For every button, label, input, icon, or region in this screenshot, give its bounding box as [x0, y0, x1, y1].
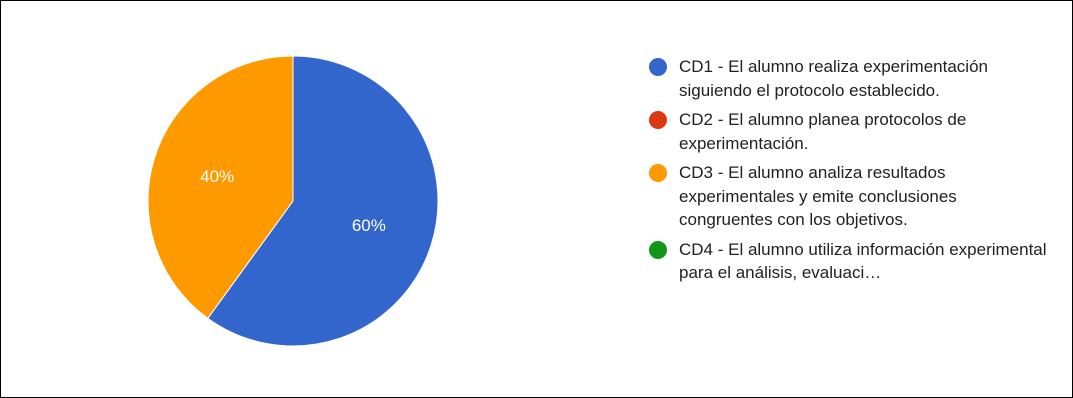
pie-slice-label-1: 60%: [352, 216, 386, 235]
legend-label: CD1 - El alumno realiza experimentación …: [679, 57, 988, 100]
legend-label: CD4 - El alumno utiliza información expe…: [679, 239, 1047, 283]
legend-color-dot: [649, 111, 667, 129]
legend-label: CD2 - El alumno planea protocolos de exp…: [679, 110, 967, 153]
chart-legend: CD1 - El alumno realiza experimentación …: [649, 55, 1049, 291]
legend-label: CD3 - El alumno analiza resultados exper…: [679, 163, 957, 229]
pie-slice-3[interactable]: [147, 55, 294, 320]
legend-color-dot: [649, 240, 667, 259]
legend-color-dot: [649, 58, 667, 76]
pie-slice-label-3: 40%: [200, 167, 234, 186]
legend-item-3[interactable]: CD3 - El alumno analiza resultados exper…: [649, 161, 1049, 232]
legend-item-1[interactable]: CD1 - El alumno realiza experimentación …: [649, 55, 1049, 102]
pie-chart: 60% 40%: [141, 49, 445, 353]
pie-slice-1[interactable]: [207, 55, 439, 347]
legend-item-4[interactable]: CD4 - El alumno utiliza información expe…: [649, 238, 1049, 285]
legend-item-2[interactable]: CD2 - El alumno planea protocolos de exp…: [649, 108, 1049, 155]
pie-chart-svg: 60% 40%: [147, 55, 439, 347]
legend-color-dot: [649, 164, 667, 182]
